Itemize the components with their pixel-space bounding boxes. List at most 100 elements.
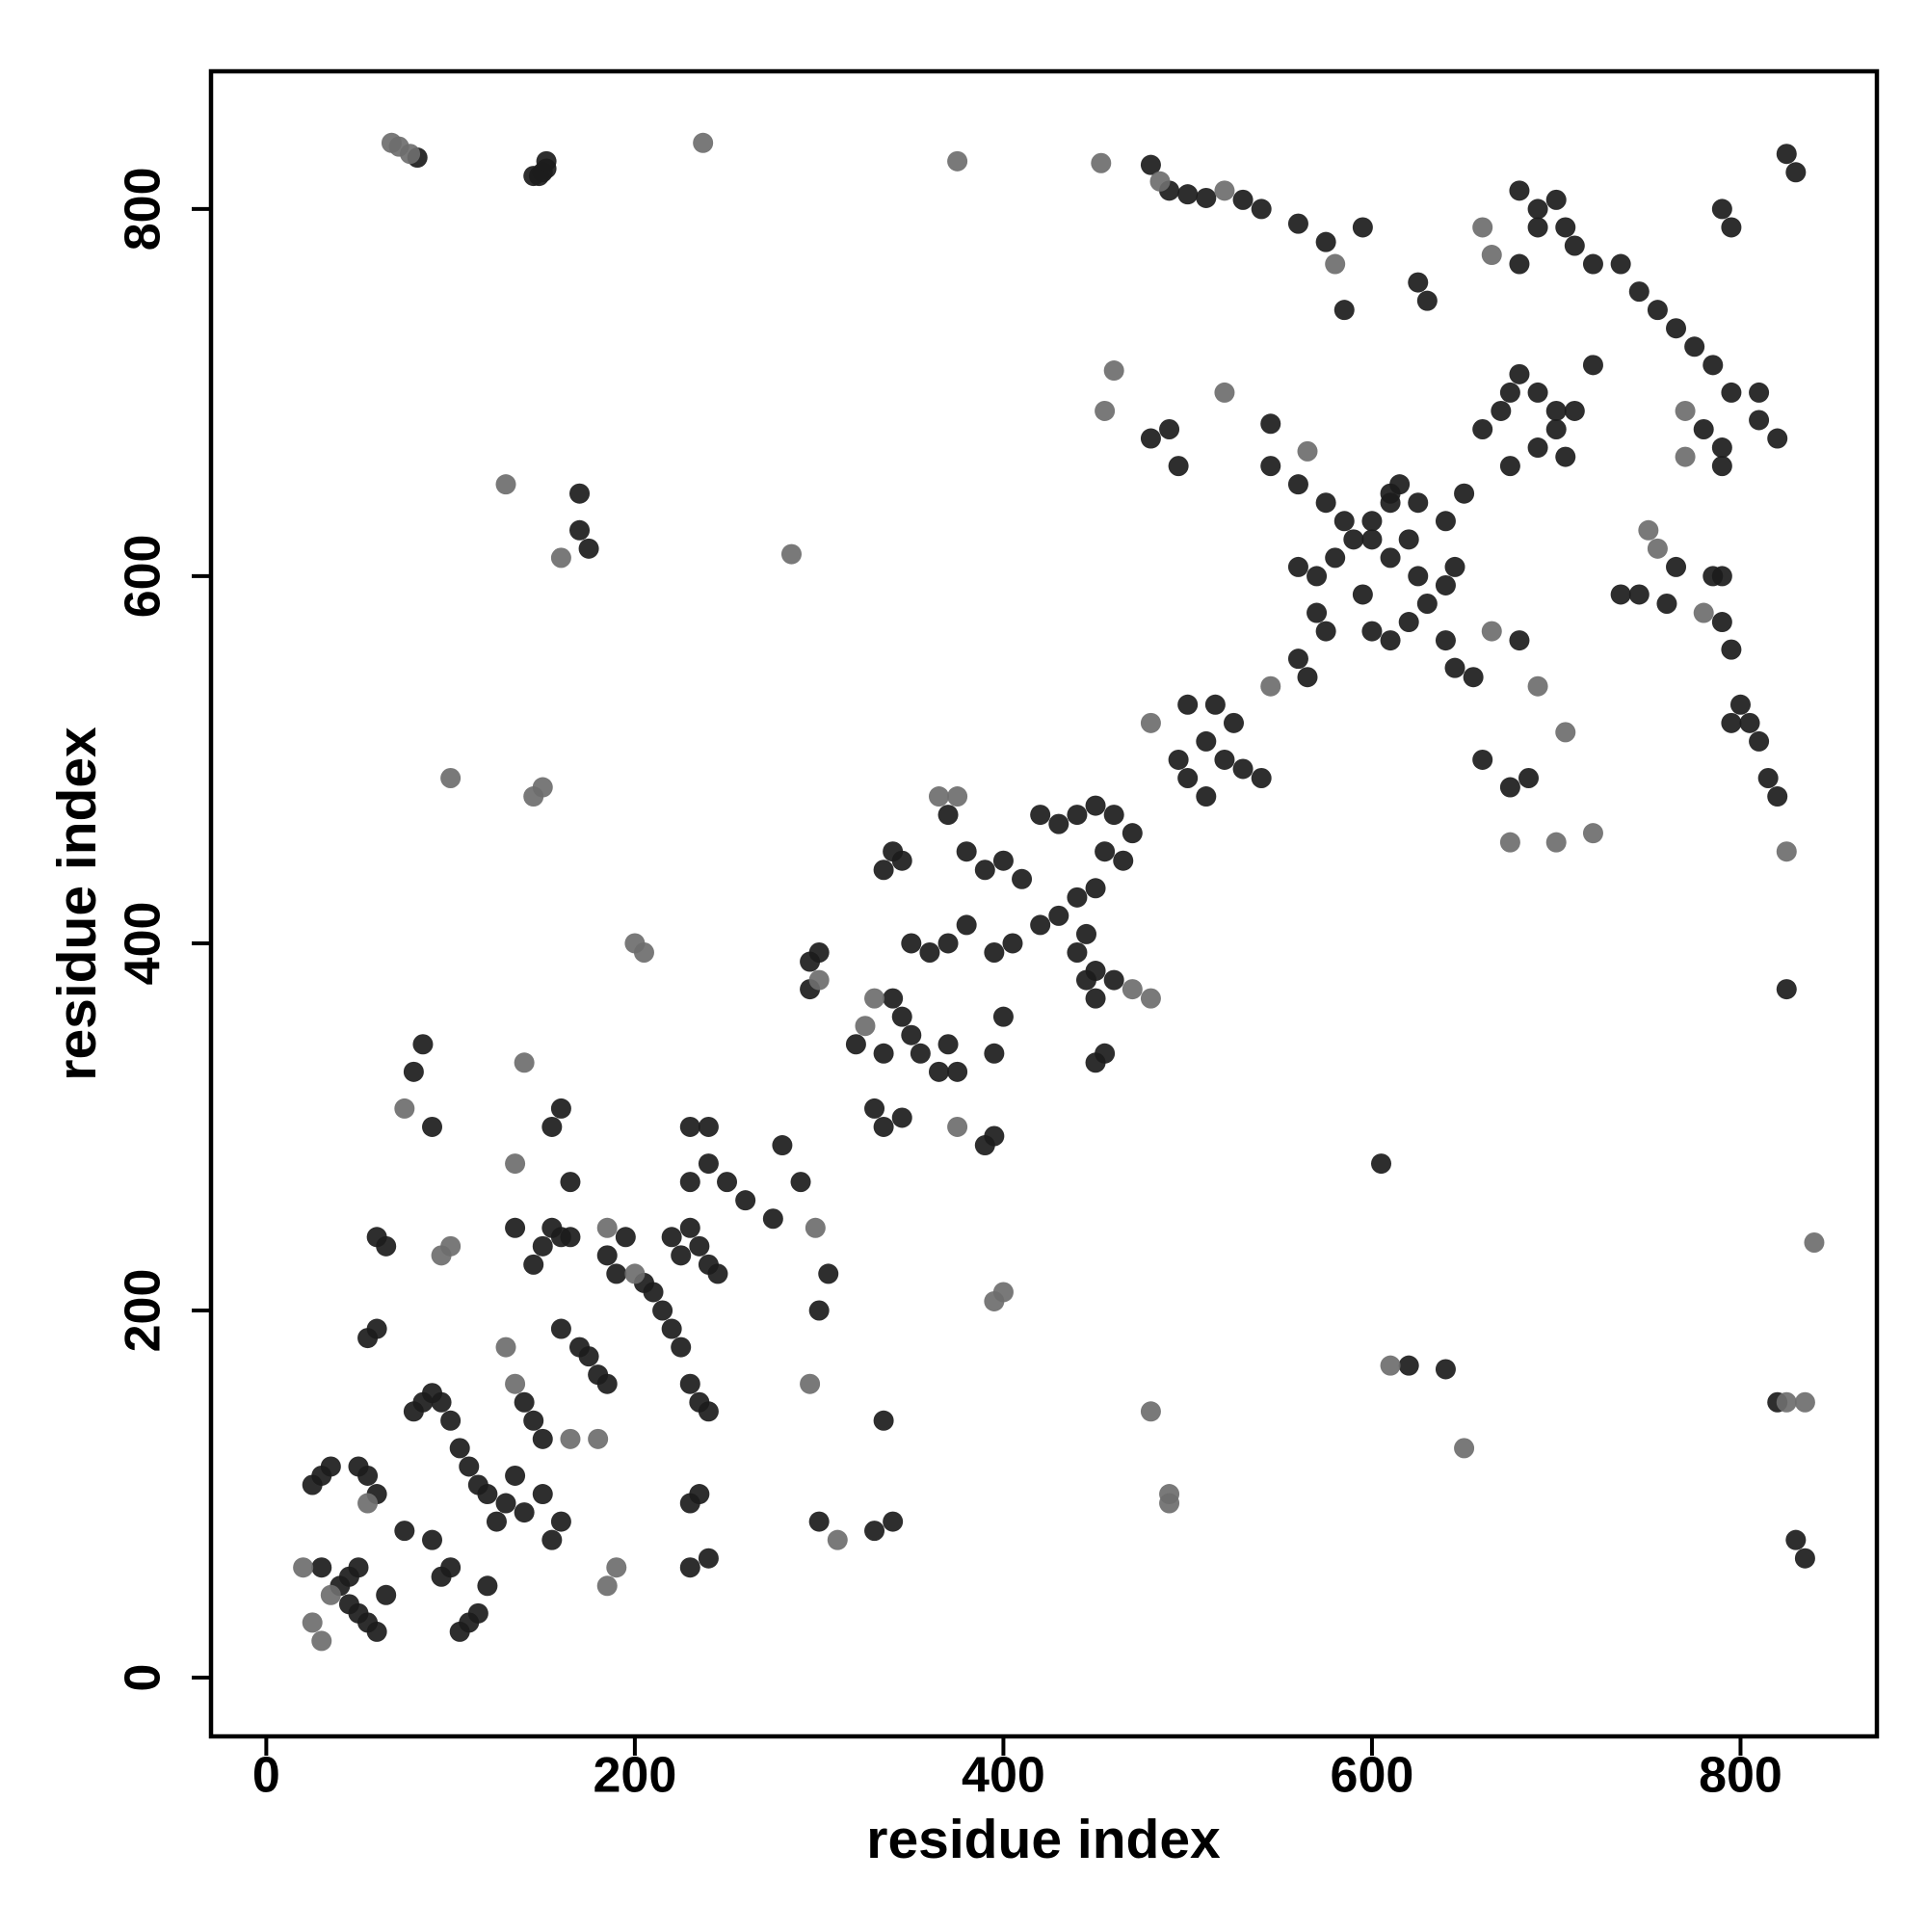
- point: [1352, 584, 1373, 605]
- point: [1352, 217, 1373, 238]
- point: [1048, 813, 1069, 834]
- point: [928, 1061, 949, 1082]
- point: [505, 1153, 526, 1175]
- point: [1647, 300, 1668, 321]
- point: [459, 1456, 480, 1477]
- point: [422, 1529, 443, 1550]
- point: [1361, 529, 1383, 550]
- point: [532, 1235, 553, 1257]
- point: [984, 1125, 1005, 1147]
- point: [1159, 419, 1180, 440]
- point: [698, 1401, 719, 1422]
- point: [532, 777, 553, 798]
- point: [376, 1235, 397, 1257]
- point: [1140, 1401, 1161, 1422]
- point: [1749, 382, 1770, 403]
- point: [772, 1135, 793, 1156]
- point: [606, 1557, 627, 1578]
- point: [992, 1282, 1014, 1303]
- point: [1757, 767, 1779, 788]
- x-tick-label: 800: [1699, 1748, 1782, 1804]
- point: [1499, 832, 1520, 853]
- point: [947, 150, 968, 172]
- point: [1527, 198, 1548, 220]
- point: [1140, 428, 1161, 449]
- point: [762, 1208, 783, 1230]
- point: [1204, 694, 1226, 715]
- point: [679, 1373, 700, 1394]
- point: [1315, 492, 1336, 514]
- point: [541, 1116, 563, 1137]
- point: [311, 1557, 332, 1578]
- point: [588, 1428, 609, 1449]
- point: [569, 483, 591, 504]
- point: [1315, 231, 1336, 252]
- point: [1582, 355, 1603, 376]
- point: [984, 941, 1005, 963]
- point: [523, 1410, 544, 1431]
- point: [366, 1318, 387, 1339]
- point: [1095, 841, 1116, 862]
- point: [1454, 483, 1475, 504]
- point: [440, 1235, 462, 1257]
- point: [1545, 400, 1567, 421]
- point: [1545, 419, 1567, 440]
- point: [532, 1428, 553, 1449]
- point: [1721, 382, 1742, 403]
- point: [1287, 474, 1308, 495]
- point: [1214, 180, 1235, 201]
- point: [845, 1034, 866, 1055]
- point: [505, 1217, 526, 1238]
- point: [1371, 1153, 1392, 1175]
- point: [873, 1116, 894, 1137]
- point: [1408, 272, 1429, 293]
- point: [596, 1217, 618, 1238]
- point: [937, 933, 959, 954]
- point: [1776, 979, 1797, 1000]
- point: [671, 1337, 692, 1358]
- point: [532, 1484, 553, 1505]
- point: [596, 1575, 618, 1597]
- point: [1196, 786, 1217, 807]
- point: [928, 786, 949, 807]
- point: [974, 860, 995, 881]
- point: [1509, 630, 1530, 651]
- point: [805, 1217, 826, 1238]
- point: [864, 1098, 885, 1119]
- point: [679, 1116, 700, 1137]
- point: [1454, 1438, 1475, 1459]
- point: [596, 1373, 618, 1394]
- point: [1647, 538, 1668, 559]
- point: [671, 1245, 692, 1266]
- point: [947, 1116, 968, 1137]
- point: [1214, 382, 1235, 403]
- point: [827, 1529, 848, 1550]
- point: [1287, 556, 1308, 577]
- point: [1067, 805, 1088, 826]
- point: [1095, 400, 1116, 421]
- point: [1610, 584, 1631, 605]
- point: [348, 1456, 369, 1477]
- point: [1122, 979, 1143, 1000]
- point: [689, 1484, 710, 1505]
- point: [1251, 198, 1272, 220]
- point: [1325, 253, 1346, 275]
- point: [1408, 492, 1429, 514]
- point: [1140, 988, 1161, 1009]
- point: [1499, 456, 1520, 477]
- point: [1361, 621, 1383, 642]
- point: [818, 1263, 839, 1284]
- point: [698, 1153, 719, 1175]
- point: [1472, 217, 1493, 238]
- point: [550, 547, 571, 569]
- point: [1196, 730, 1217, 752]
- point: [689, 1235, 710, 1257]
- point: [440, 1410, 462, 1431]
- point: [910, 1043, 931, 1064]
- point: [486, 1511, 507, 1532]
- point: [569, 519, 591, 541]
- x-tick-label: 200: [594, 1748, 677, 1804]
- point: [376, 1584, 397, 1605]
- point: [1380, 483, 1401, 504]
- point: [403, 1061, 424, 1082]
